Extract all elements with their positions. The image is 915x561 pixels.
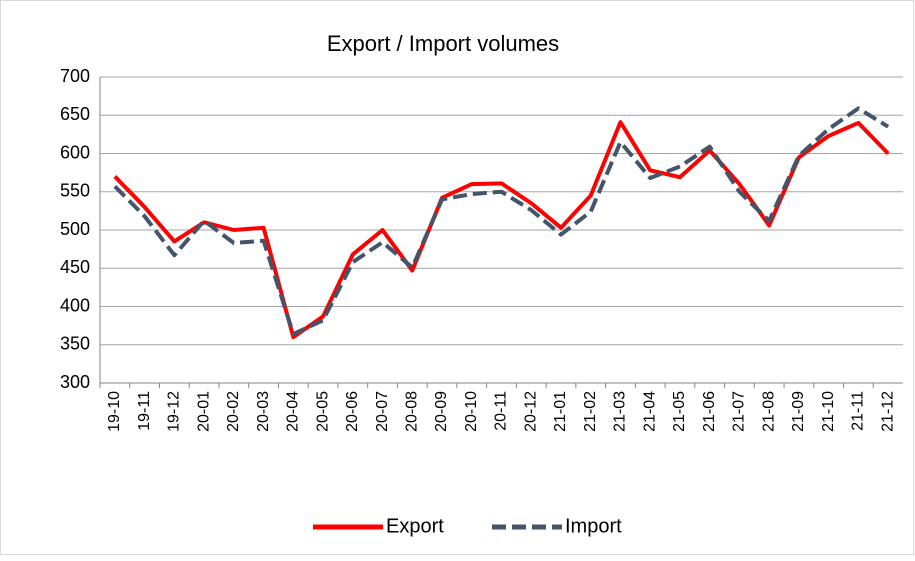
y-tick-label: 650	[60, 104, 90, 124]
x-tick-label: 19-11	[136, 391, 153, 431]
x-tick-label: 20-05	[314, 391, 331, 432]
x-tick-label: 20-06	[344, 391, 361, 432]
x-tick-label: 21-10	[820, 391, 837, 432]
x-tick-label: 20-09	[433, 391, 450, 432]
y-tick-label: 500	[60, 219, 90, 239]
x-tick-label: 21-11	[850, 391, 867, 431]
x-tick-label: 19-12	[166, 391, 183, 432]
x-tick-label: 21-06	[701, 391, 718, 432]
x-tick-label: 20-04	[285, 391, 302, 432]
y-tick-label: 700	[60, 66, 90, 86]
x-tick-label: 21-03	[612, 391, 629, 432]
x-tick-label: 21-04	[641, 391, 658, 432]
legend-label: Export	[386, 515, 444, 537]
x-tick-label: 21-05	[671, 391, 688, 432]
x-tick-label: 21-07	[731, 391, 748, 432]
x-tick-label: 20-12	[522, 391, 539, 432]
x-tick-label: 20-08	[403, 391, 420, 432]
legend-label: Import	[565, 515, 622, 537]
x-tick-label: 21-08	[760, 391, 777, 432]
x-tick-label: 20-01	[195, 391, 212, 432]
y-tick-label: 400	[60, 295, 90, 315]
series-line	[113, 106, 890, 337]
x-tick-label: 20-10	[463, 391, 480, 432]
y-tick-label: 550	[60, 181, 90, 201]
x-tick-label: 21-12	[879, 391, 896, 432]
x-tick-label: 21-01	[552, 391, 569, 432]
x-tick-label: 21-02	[582, 391, 599, 432]
y-tick-label: 300	[60, 372, 90, 392]
x-tick-label: 20-03	[255, 391, 272, 432]
x-tick-label: 21-09	[790, 391, 807, 432]
x-tick-label: 19-10	[106, 391, 123, 432]
y-tick-label: 600	[60, 142, 90, 162]
chart-title: Export / Import volumes	[327, 31, 559, 56]
x-tick-label: 20-11	[493, 391, 510, 431]
y-tick-label: 350	[60, 334, 90, 354]
y-tick-label: 450	[60, 257, 90, 277]
x-tick-label: 20-07	[374, 391, 391, 432]
x-tick-label: 20-02	[225, 391, 242, 432]
